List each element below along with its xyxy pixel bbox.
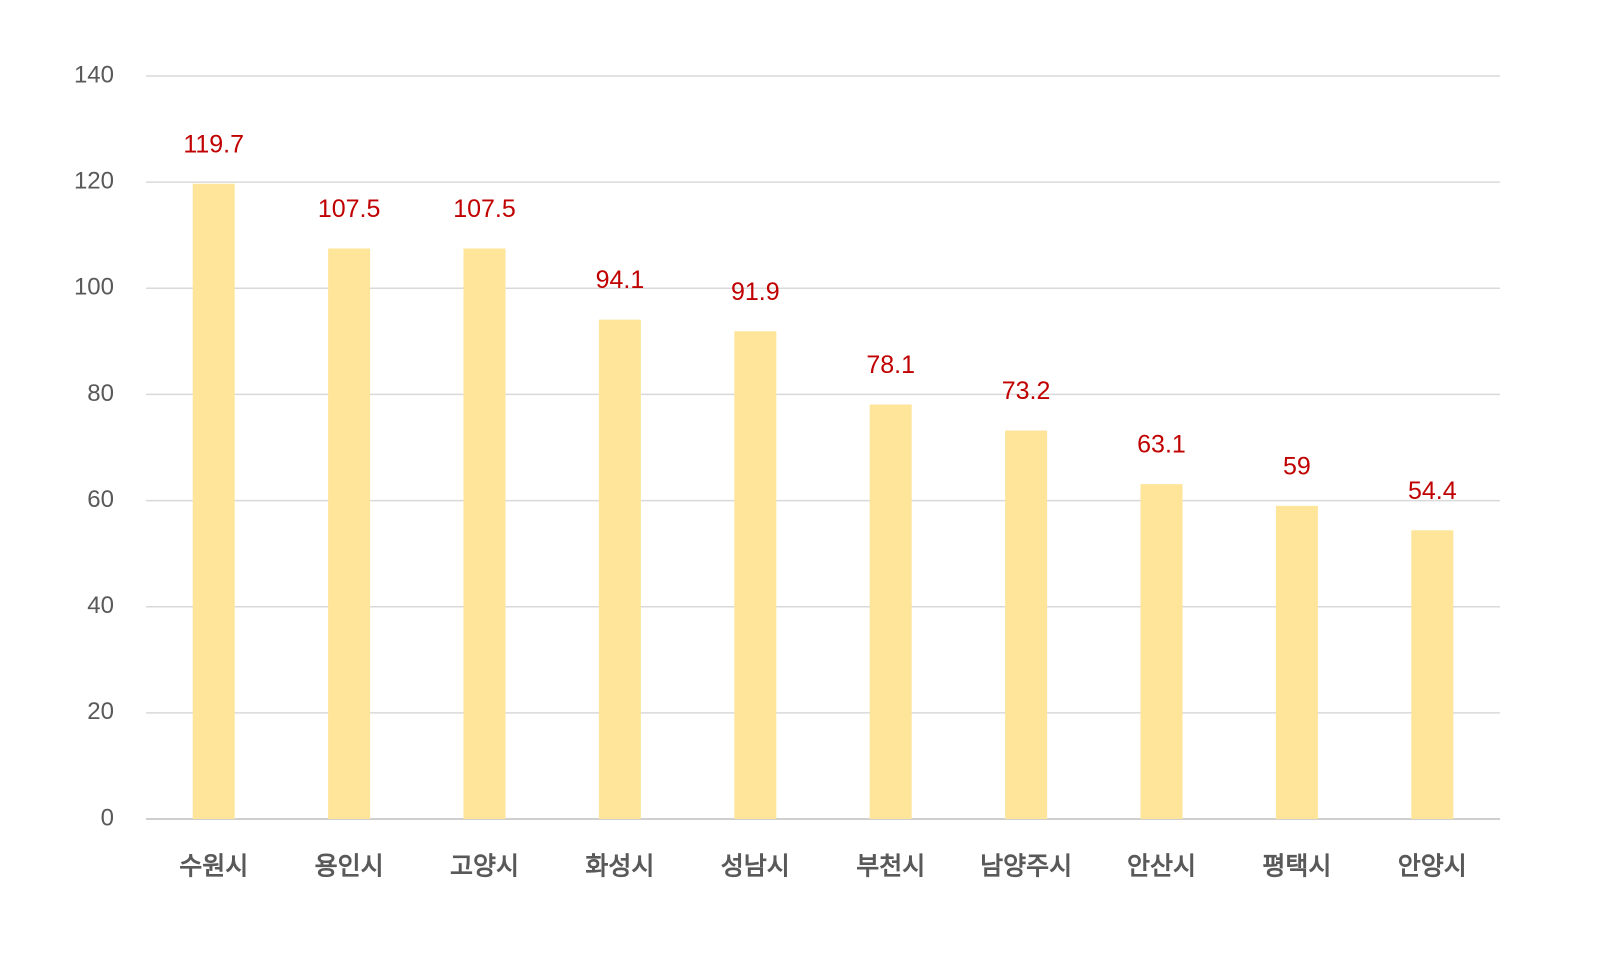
- data-label: 73.2: [1002, 377, 1051, 405]
- bar: [869, 404, 912, 819]
- x-tick-label: 고양시: [450, 853, 519, 881]
- y-tick-label: 80: [87, 380, 114, 407]
- x-tick-label: 용인시: [315, 853, 384, 881]
- data-label: 59: [1283, 452, 1311, 480]
- x-tick-label: 부천시: [856, 853, 925, 881]
- bar: [1411, 530, 1454, 819]
- y-tick-label: 140: [74, 61, 114, 88]
- bar: [1140, 484, 1183, 819]
- data-label: 63.1: [1137, 431, 1186, 459]
- y-tick-label: 20: [87, 698, 114, 725]
- y-tick-label: 40: [87, 592, 114, 619]
- x-tick-label: 화성시: [585, 853, 654, 881]
- bar: [598, 319, 641, 819]
- bar: [328, 248, 371, 819]
- x-tick-label: 안산시: [1127, 853, 1196, 881]
- bar: [192, 183, 235, 820]
- bar: [1275, 505, 1318, 819]
- data-label: 94.1: [596, 266, 645, 294]
- data-label: 54.4: [1408, 477, 1457, 505]
- bar: [1005, 430, 1048, 819]
- x-tick-label: 수원시: [179, 853, 248, 881]
- data-label: 78.1: [866, 351, 915, 379]
- data-label: 107.5: [453, 195, 516, 223]
- y-tick-label: 120: [74, 167, 114, 194]
- y-tick-label: 100: [74, 274, 114, 301]
- y-tick-label: 0: [101, 804, 114, 831]
- data-label: 107.5: [318, 195, 381, 223]
- y-tick-label: 60: [87, 486, 114, 513]
- x-tick-label: 평택시: [1262, 853, 1331, 881]
- bar: [734, 331, 777, 819]
- bar: [463, 248, 506, 819]
- data-label: 91.9: [731, 278, 780, 306]
- x-tick-label: 안양시: [1398, 853, 1467, 881]
- data-label: 119.7: [183, 130, 244, 158]
- x-tick-label: 남양주시: [980, 853, 1072, 881]
- x-tick-label: 성남시: [721, 853, 790, 881]
